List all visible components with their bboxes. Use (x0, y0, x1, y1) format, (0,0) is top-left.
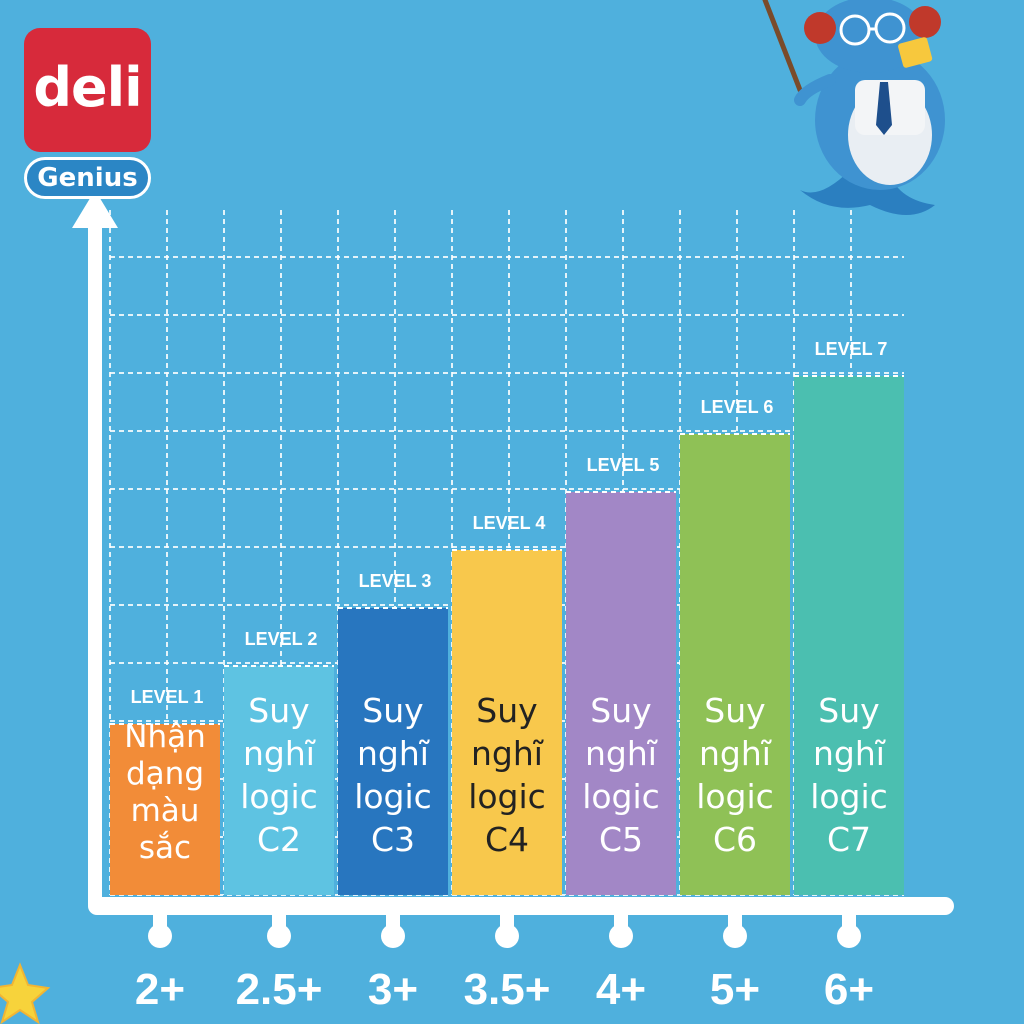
bar-label: Suy (476, 691, 537, 730)
bar-label: C2 (257, 820, 301, 859)
bar-label: C7 (827, 820, 871, 859)
tick-knob (495, 924, 519, 948)
bar-label: logic (240, 777, 318, 816)
bar-label: Suy (590, 691, 651, 730)
bar-label: nghĩ (585, 734, 658, 773)
tick-label: 4+ (596, 965, 646, 1014)
bar (224, 666, 334, 895)
tick-knob (609, 924, 633, 948)
logo-text: deli (33, 55, 142, 119)
tick-knob (381, 924, 405, 948)
level-label: LEVEL 1 (131, 687, 204, 707)
tick-label: 3+ (368, 965, 418, 1014)
tick-label: 2+ (135, 965, 185, 1014)
bar (452, 550, 562, 895)
tick-knob (148, 924, 172, 948)
bar-label: logic (696, 777, 774, 816)
bar (338, 608, 448, 895)
bar (566, 492, 676, 895)
bar-label: Suy (248, 691, 309, 730)
genius-badge: Genius (24, 157, 151, 199)
teacher-whale-mascot-icon (762, 0, 945, 215)
level-label: LEVEL 3 (359, 571, 432, 591)
x-axis (88, 897, 954, 915)
tick-knob (837, 924, 861, 948)
tick-label: 6+ (824, 965, 874, 1014)
bar-label: Suy (818, 691, 879, 730)
bar-label: nghĩ (243, 734, 316, 773)
bar-label: C4 (485, 820, 529, 859)
bar-label: logic (354, 777, 432, 816)
level-label: LEVEL 7 (815, 339, 888, 359)
bar-label: Suy (362, 691, 423, 730)
bar-label: nghĩ (471, 734, 544, 773)
bar-label: Suy (704, 691, 765, 730)
star-icon (0, 962, 51, 1024)
bar-label: logic (810, 777, 888, 816)
genius-badge-text: Genius (37, 163, 138, 193)
level-label: LEVEL 4 (473, 513, 546, 533)
bar (794, 376, 904, 895)
bar-label: nghĩ (813, 734, 886, 773)
bar-label: C5 (599, 820, 643, 859)
y-axis-arrow (72, 190, 118, 228)
bar-label: logic (582, 777, 660, 816)
tick-knob (723, 924, 747, 948)
level-label: LEVEL 5 (587, 455, 660, 475)
bar (110, 724, 220, 895)
tick-knob (267, 924, 291, 948)
bar-label: logic (468, 777, 546, 816)
bar-label: nghĩ (699, 734, 772, 773)
level-label: LEVEL 6 (701, 397, 774, 417)
tick-label: 5+ (710, 965, 760, 1014)
tick-label: 3.5+ (464, 965, 551, 1014)
bar-label: màu (131, 793, 200, 829)
y-axis (88, 220, 102, 910)
level-label: LEVEL 2 (245, 629, 318, 649)
bar-label: C6 (713, 820, 757, 859)
bar-label: C3 (371, 820, 415, 859)
bar-label: nghĩ (357, 734, 430, 773)
bar (680, 434, 790, 895)
bar-label: sắc (139, 830, 191, 866)
deli-logo: deli (24, 28, 151, 152)
tick-label: 2.5+ (236, 965, 323, 1014)
bar-label: dạng (126, 756, 204, 792)
bar-label: Nhận (124, 719, 205, 755)
